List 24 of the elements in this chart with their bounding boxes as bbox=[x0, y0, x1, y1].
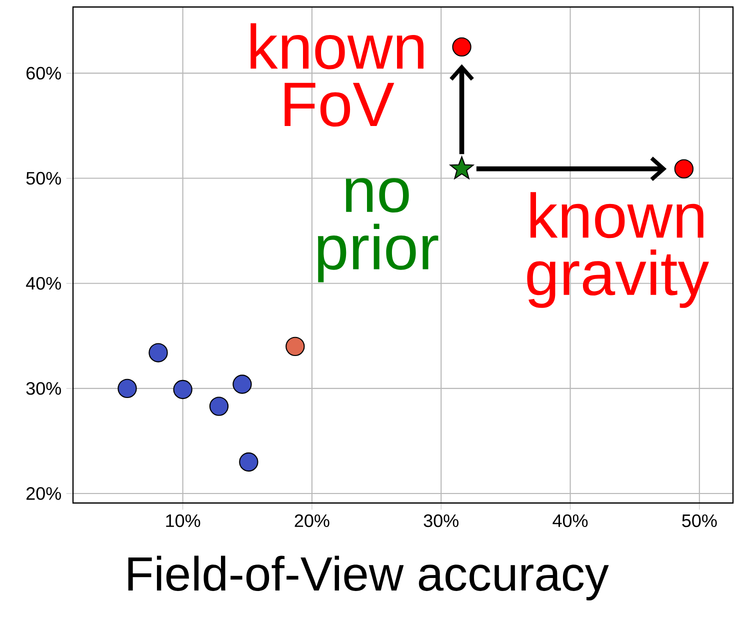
annotation: no prior bbox=[318, 178, 438, 282]
y-tick-label: 20% bbox=[26, 487, 61, 500]
point bbox=[239, 452, 258, 472]
y-tick-label: 60% bbox=[26, 66, 61, 80]
point bbox=[148, 343, 168, 362]
point bbox=[674, 159, 694, 178]
y-tick-label: 40% bbox=[26, 276, 61, 290]
point bbox=[209, 396, 229, 416]
point bbox=[286, 336, 305, 356]
x-tick-label: 50% bbox=[682, 514, 717, 528]
y-tick-label: 50% bbox=[26, 172, 61, 185]
point bbox=[452, 37, 472, 57]
x-tick-label: 10% bbox=[166, 514, 200, 528]
annotation: known gravity bbox=[527, 192, 709, 308]
annotation: known FoV bbox=[250, 23, 424, 127]
point bbox=[118, 378, 137, 398]
x-tick-label: 30% bbox=[424, 514, 458, 528]
x-axis-title: Field-of-View accuracy bbox=[128, 556, 609, 600]
y-tick-label: 30% bbox=[26, 382, 61, 395]
point bbox=[173, 380, 192, 400]
point bbox=[232, 374, 252, 394]
x-tick-label: 40% bbox=[552, 514, 588, 528]
point bbox=[450, 156, 474, 180]
x-tick-label: 20% bbox=[294, 514, 330, 528]
